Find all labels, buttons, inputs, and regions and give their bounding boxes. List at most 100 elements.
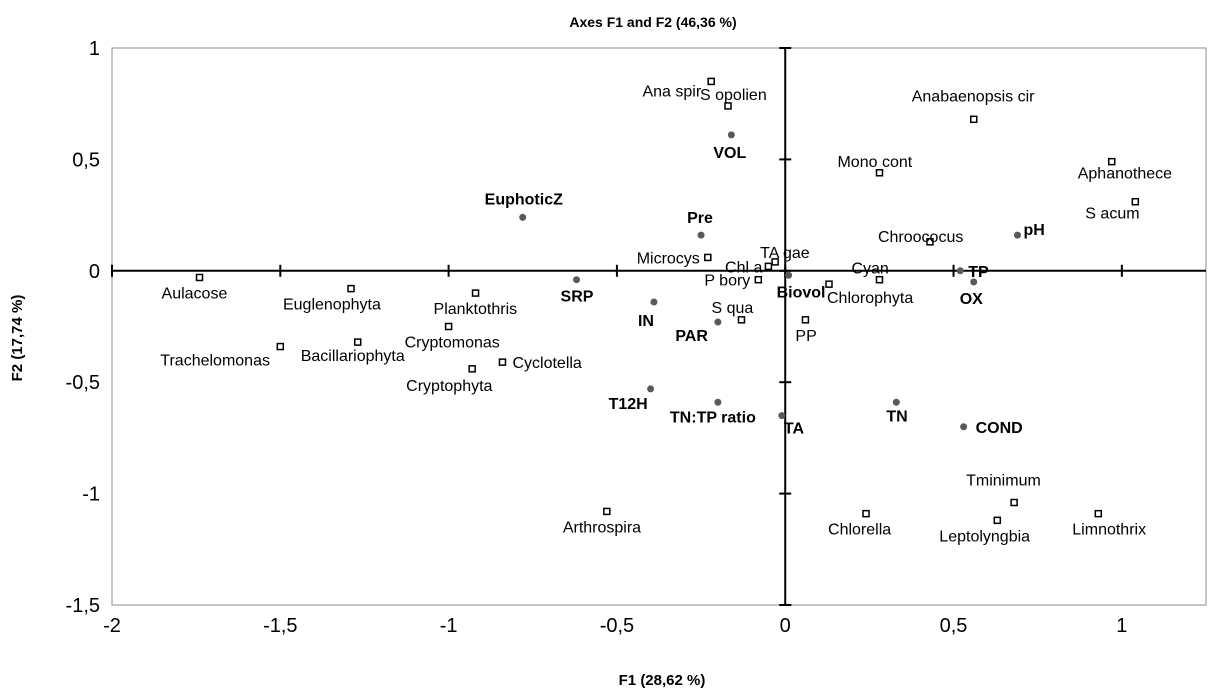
axes-layer xyxy=(111,47,1206,606)
x-axis-title: F1 (28,62 %) xyxy=(619,672,706,689)
point-chl-a xyxy=(764,262,773,271)
point-arthrospira xyxy=(603,507,611,516)
x-tick-label: -2 xyxy=(103,615,121,637)
label-vol: VOL xyxy=(713,145,746,162)
data-points xyxy=(195,77,1140,525)
point-cyclotella xyxy=(498,358,507,366)
label-planktothris: Planktothris xyxy=(434,301,518,318)
label-ph: pH xyxy=(1023,222,1044,239)
label-par: PAR xyxy=(675,328,708,345)
point-chroococus xyxy=(926,238,934,246)
point-tminimum xyxy=(1010,498,1018,507)
y-tick-label: 1 xyxy=(89,38,100,60)
point-pp xyxy=(801,316,810,324)
label-in: IN xyxy=(638,313,654,330)
y-axis-title: F2 (17,74 %) xyxy=(9,295,26,382)
label-s-qua: S qua xyxy=(711,300,753,317)
point-bacillariophyta xyxy=(353,338,362,346)
label-ana-spir: Ana spir xyxy=(642,83,701,100)
label-s-opolien: S opolien xyxy=(700,87,767,104)
label-t12h: T12H xyxy=(609,396,648,413)
label-chl-a: Chl a xyxy=(725,259,762,276)
label-leptolyngbia: Leptolyngbia xyxy=(939,528,1030,545)
label-chlorophyta: Chlorophyta xyxy=(827,290,913,307)
label-cyclotella: Cyclotella xyxy=(512,355,581,372)
point-ta-gae xyxy=(771,258,779,266)
label-cond: COND xyxy=(976,420,1023,437)
label-mono-cont: Mono cont xyxy=(837,154,912,171)
point-ana-spir xyxy=(707,77,715,86)
y-tick-label: 0 xyxy=(89,261,100,283)
point-biovol xyxy=(785,271,793,279)
label-bacillariophyta: Bacillariophyta xyxy=(301,348,405,365)
label-pre: Pre xyxy=(687,210,713,227)
label-ta-gae: TA gae xyxy=(760,245,810,262)
label-tn-tp-ratio: TN:TP ratio xyxy=(670,409,756,426)
label-ox: OX xyxy=(960,291,983,308)
plot-area-frame xyxy=(111,47,1207,606)
label-pp: PP xyxy=(795,328,816,345)
point-planktothris xyxy=(471,289,480,297)
label-chroococus: Chroococus xyxy=(878,229,963,246)
y-tick-label: -0,5 xyxy=(66,372,100,394)
point-leptolyngbia xyxy=(993,516,1002,525)
point-ph xyxy=(1013,231,1021,239)
label-anabaenopsis-cir: Anabaenopsis cir xyxy=(912,88,1035,105)
y-tick-label: 0,5 xyxy=(72,149,100,171)
point-s-qua xyxy=(737,316,746,324)
label-microcys: Microcys xyxy=(637,250,700,267)
point-chlorella xyxy=(862,509,870,518)
point-cryptomonas xyxy=(444,322,453,331)
label-aulacose: Aulacose xyxy=(162,285,228,302)
y-tick-label: -1 xyxy=(82,484,100,506)
label-euphoticz: EuphoticZ xyxy=(485,191,563,208)
x-tick-label: 0,5 xyxy=(940,615,968,637)
y-tick-label: -1,5 xyxy=(66,595,100,617)
point-chlorophyta xyxy=(825,280,833,288)
x-tick-label: -1,5 xyxy=(263,615,297,637)
point-in xyxy=(650,298,658,306)
point-tn-tp-ratio xyxy=(714,398,722,406)
point-vol xyxy=(727,131,735,139)
point-ox xyxy=(970,278,978,286)
point-limnothrix xyxy=(1094,509,1103,518)
point-euphoticz xyxy=(519,213,527,221)
label-tp: TP xyxy=(968,264,989,281)
point-ta xyxy=(778,412,786,420)
point-pre xyxy=(697,231,705,239)
point-s-acum xyxy=(1131,197,1140,206)
label-p-bory: P bory xyxy=(704,273,750,290)
point-tp xyxy=(956,267,964,275)
x-tick-label: -0,5 xyxy=(600,615,634,637)
point-trachelomonas xyxy=(276,342,285,351)
point-tn xyxy=(892,398,900,406)
label-biovol: Biovol xyxy=(777,284,826,301)
point-aphanothece xyxy=(1107,157,1116,166)
label-aphanothece: Aphanothece xyxy=(1078,166,1172,183)
x-tick-label: -1 xyxy=(440,615,458,637)
point-mono-cont xyxy=(875,169,884,177)
point-microcys xyxy=(704,253,712,262)
label-euglenophyta: Euglenophyta xyxy=(283,297,381,314)
chart-title: Axes F1 and F2 (46,36 %) xyxy=(569,14,736,30)
label-chlorella: Chlorella xyxy=(828,522,891,539)
point-cryptophyta xyxy=(468,365,476,373)
point-par xyxy=(714,318,722,326)
label-cryptomonas: Cryptomonas xyxy=(405,335,500,352)
point-cyan xyxy=(875,275,884,284)
label-limnothrix: Limnothrix xyxy=(1072,522,1146,539)
label-arthrospira: Arthrospira xyxy=(563,519,641,536)
label-tminimum: Tminimum xyxy=(966,473,1041,490)
x-tick-label: 1 xyxy=(1116,615,1127,637)
x-tick-label: 0 xyxy=(780,615,791,637)
label-s-acum: S acum xyxy=(1085,206,1139,223)
point-s-opolien xyxy=(724,102,732,110)
label-cyan: Cyan xyxy=(851,261,888,278)
label-trachelomonas: Trachelomonas xyxy=(160,353,270,370)
tick-labels: -2 -1,5 -1 -0,5 0 0,5 1-1,5-1-0,500,51 xyxy=(66,38,1128,637)
point-p-bory xyxy=(754,275,763,284)
point-cond xyxy=(960,423,968,431)
point-aulacose xyxy=(195,273,204,282)
